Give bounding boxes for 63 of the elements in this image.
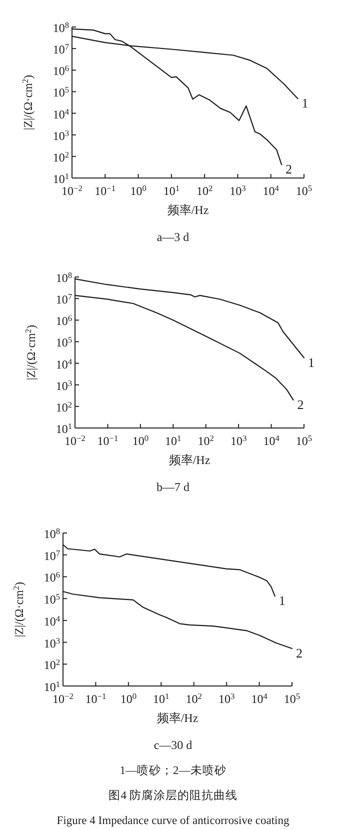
x-tick-label: 10$^{4}$ <box>262 184 280 198</box>
x-tick-label: 10$^{4}$ <box>263 434 280 448</box>
x-tick-label: 10$^{0}$ <box>120 692 137 706</box>
text: a—3 d <box>156 230 190 244</box>
x-tick-label: 10$^{−1}$ <box>85 692 106 706</box>
y-tick-label: 10$^{3}$ <box>56 378 72 393</box>
text: 1—喷砂；2—未喷砂 <box>120 764 226 777</box>
series-label: 2 <box>297 396 304 412</box>
y-tick-label: 10$^{7}$ <box>52 42 69 57</box>
y-tick-label: 10$^{7}$ <box>56 292 72 307</box>
series-label: 1 <box>308 354 314 370</box>
y-tick-label: 10$^{4}$ <box>56 356 73 372</box>
x-tick-label: 10$^{5}$ <box>296 434 312 448</box>
y-tick-label: 10$^{6}$ <box>44 570 60 585</box>
x-tick-label: 10$^{3}$ <box>218 692 235 706</box>
x-tick-label: 10$^{2}$ <box>196 184 213 198</box>
x-tick-label: 10$^{5}$ <box>284 692 300 706</box>
x-tick-label: 10$^{0}$ <box>130 184 146 198</box>
x-tick-label: 10$^{3}$ <box>230 184 246 198</box>
x-tick-label: 10$^{1}$ <box>165 434 182 448</box>
x-tick-label: 10$^{−2}$ <box>62 184 82 198</box>
x-tick-label: 10$^{5}$ <box>296 184 312 198</box>
series-label: 1 <box>278 593 286 608</box>
y-tick-label: 10$^{8}$ <box>44 526 60 541</box>
y-tick-label: 10$^{4}$ <box>52 106 70 122</box>
y-tick-label: 10$^{2}$ <box>52 150 69 164</box>
y-tick-label: 10$^{6}$ <box>56 314 72 328</box>
y-tick-label: 10$^{1}$ <box>56 422 72 436</box>
y-tick-label: 10$^{3}$ <box>52 128 69 143</box>
x-tick-label: 10$^{−2}$ <box>64 434 86 448</box>
x-axis-title: 频率/Hz <box>156 711 198 725</box>
y-tick-label: 10$^{5}$ <box>52 85 69 100</box>
x-tick-label: 10$^{1}$ <box>153 692 170 706</box>
y-tick-label: 10$^{2}$ <box>44 658 60 672</box>
x-tick-label: 10$^{2}$ <box>198 434 214 448</box>
y-tick-label: 10$^{6}$ <box>52 64 69 78</box>
y-tick-label: 10$^{2}$ <box>56 400 72 414</box>
y-tick-label: 10$^{3}$ <box>44 636 60 650</box>
x-tick-label: 10$^{−1}$ <box>94 184 116 198</box>
text: c—30 d <box>154 738 192 752</box>
x-tick-label: 10$^{0}$ <box>132 434 149 448</box>
y-tick-label: 10$^{5}$ <box>56 335 72 350</box>
x-tick-label: 10$^{3}$ <box>230 434 247 448</box>
x-tick-label: 10$^{−1}$ <box>97 434 118 448</box>
y-tick-label: 10$^{8}$ <box>56 270 72 285</box>
series-label: 1 <box>302 96 308 111</box>
y-tick-label: 10$^{4}$ <box>44 614 61 628</box>
y-tick-label: 10$^{7}$ <box>44 548 60 563</box>
x-tick-label: 10$^{4}$ <box>251 692 268 706</box>
x-axis-title: 频率/Hz <box>167 203 209 217</box>
y-tick-label: 10$^{5}$ <box>44 592 60 607</box>
caption: Figure 4 Impedance curve of anticorrosive coating <box>56 815 290 827</box>
x-tick-label: 10$^{−2}$ <box>52 692 74 706</box>
y-tick-label: 10$^{8}$ <box>52 20 69 35</box>
text: b—7 d <box>156 480 190 494</box>
series-label: 2 <box>296 645 302 660</box>
x-tick-label: 10$^{2}$ <box>186 692 202 706</box>
x-tick-label: 10$^{1}$ <box>163 184 180 198</box>
y-tick-label: 10$^{1}$ <box>52 172 69 186</box>
series-label: 2 <box>286 162 292 177</box>
caption: 图4 防腐涂层的阻抗曲线 <box>108 788 238 802</box>
y-tick-label: 10$^{1}$ <box>44 680 60 694</box>
x-axis-title: 频率/Hz <box>168 453 210 467</box>
